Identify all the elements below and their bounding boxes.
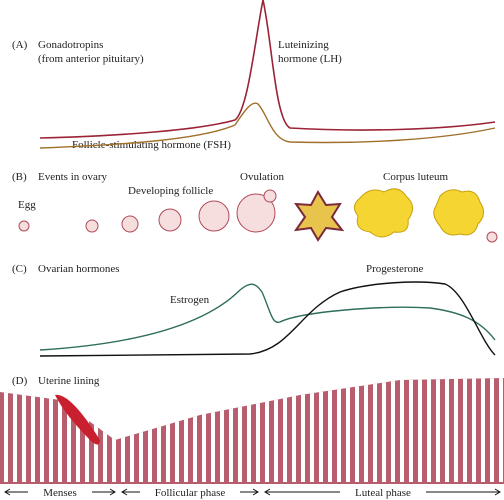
gland: [290, 378, 296, 482]
panel-label: (A): [12, 39, 28, 51]
gland: [398, 378, 404, 482]
gland: [488, 378, 494, 482]
gland: [353, 378, 359, 482]
gland: [416, 378, 422, 482]
lh-label: Luteinizing: [278, 39, 329, 51]
developing-label: Developing follicle: [128, 185, 213, 197]
gland: [218, 378, 224, 482]
gland: [461, 378, 467, 482]
gland: [101, 378, 107, 482]
ruptured-follicle: [293, 189, 345, 242]
panel-label: (C): [12, 263, 27, 275]
gland: [326, 378, 332, 482]
phase-label: Follicular phase: [155, 487, 226, 499]
uterine-lining: [0, 378, 504, 484]
gland: [371, 378, 377, 482]
gland: [425, 378, 431, 482]
panel-label: (D): [12, 375, 28, 387]
gland: [389, 378, 395, 482]
gland: [173, 378, 179, 482]
gland: [119, 378, 125, 482]
panel-subtitle: (from anterior pituitary): [38, 53, 144, 65]
gland: [146, 378, 152, 482]
panel-title: Events in ovary: [38, 171, 108, 183]
gland: [110, 378, 116, 482]
gland: [362, 378, 368, 482]
gland: [308, 378, 314, 482]
gland: [434, 378, 440, 482]
gland: [452, 378, 458, 482]
gland: [236, 378, 242, 482]
gland: [344, 378, 350, 482]
phase-labels: [28, 484, 426, 500]
gland: [137, 378, 143, 482]
gland: [470, 378, 476, 482]
fsh-label: Follicle-stimulating hormone (FSH): [72, 139, 231, 151]
follicles: [18, 189, 498, 243]
gland: [155, 378, 161, 482]
estrogen-curve: [39, 283, 496, 351]
estrogen-label: Estrogen: [170, 294, 210, 306]
corpus-label: Corpus luteum: [383, 171, 449, 183]
gland: [407, 378, 413, 482]
egg-label: Egg: [18, 199, 36, 211]
lh-curve: [39, 0, 496, 139]
gland: [335, 378, 341, 482]
gland: [191, 378, 197, 482]
gland: [227, 378, 233, 482]
gland: [263, 378, 269, 482]
corpus-luteum: [354, 188, 413, 238]
gland: [299, 378, 305, 482]
panel-title: Ovarian hormones: [38, 263, 120, 275]
progesterone-label: Progesterone: [366, 263, 424, 275]
gland: [317, 378, 323, 482]
gland: [479, 378, 485, 482]
progesterone-curve: [39, 281, 496, 357]
gland: [29, 378, 35, 482]
ovulation-label: Ovulation: [240, 171, 284, 183]
corpus-luteum: [433, 189, 484, 236]
gland: [209, 378, 215, 482]
menstrual-flow: [55, 394, 100, 445]
lh-label: hormone (LH): [278, 53, 342, 65]
fsh-curve: [39, 102, 496, 149]
gland: [254, 378, 260, 482]
gland: [200, 378, 206, 482]
panel-title: Uterine lining: [38, 375, 100, 387]
gland: [380, 378, 386, 482]
phase-label: Menses: [43, 487, 77, 499]
gland: [245, 378, 251, 482]
panel-label: (B): [12, 171, 27, 183]
gland: [272, 378, 278, 482]
gland: [164, 378, 170, 482]
gland: [281, 378, 287, 482]
phase-label: Luteal phase: [355, 487, 411, 499]
panel-title: Gonadotropins: [38, 39, 103, 51]
gland: [2, 378, 8, 482]
gland: [443, 378, 449, 482]
gland: [497, 378, 503, 482]
gland: [182, 378, 188, 482]
gland: [128, 378, 134, 482]
